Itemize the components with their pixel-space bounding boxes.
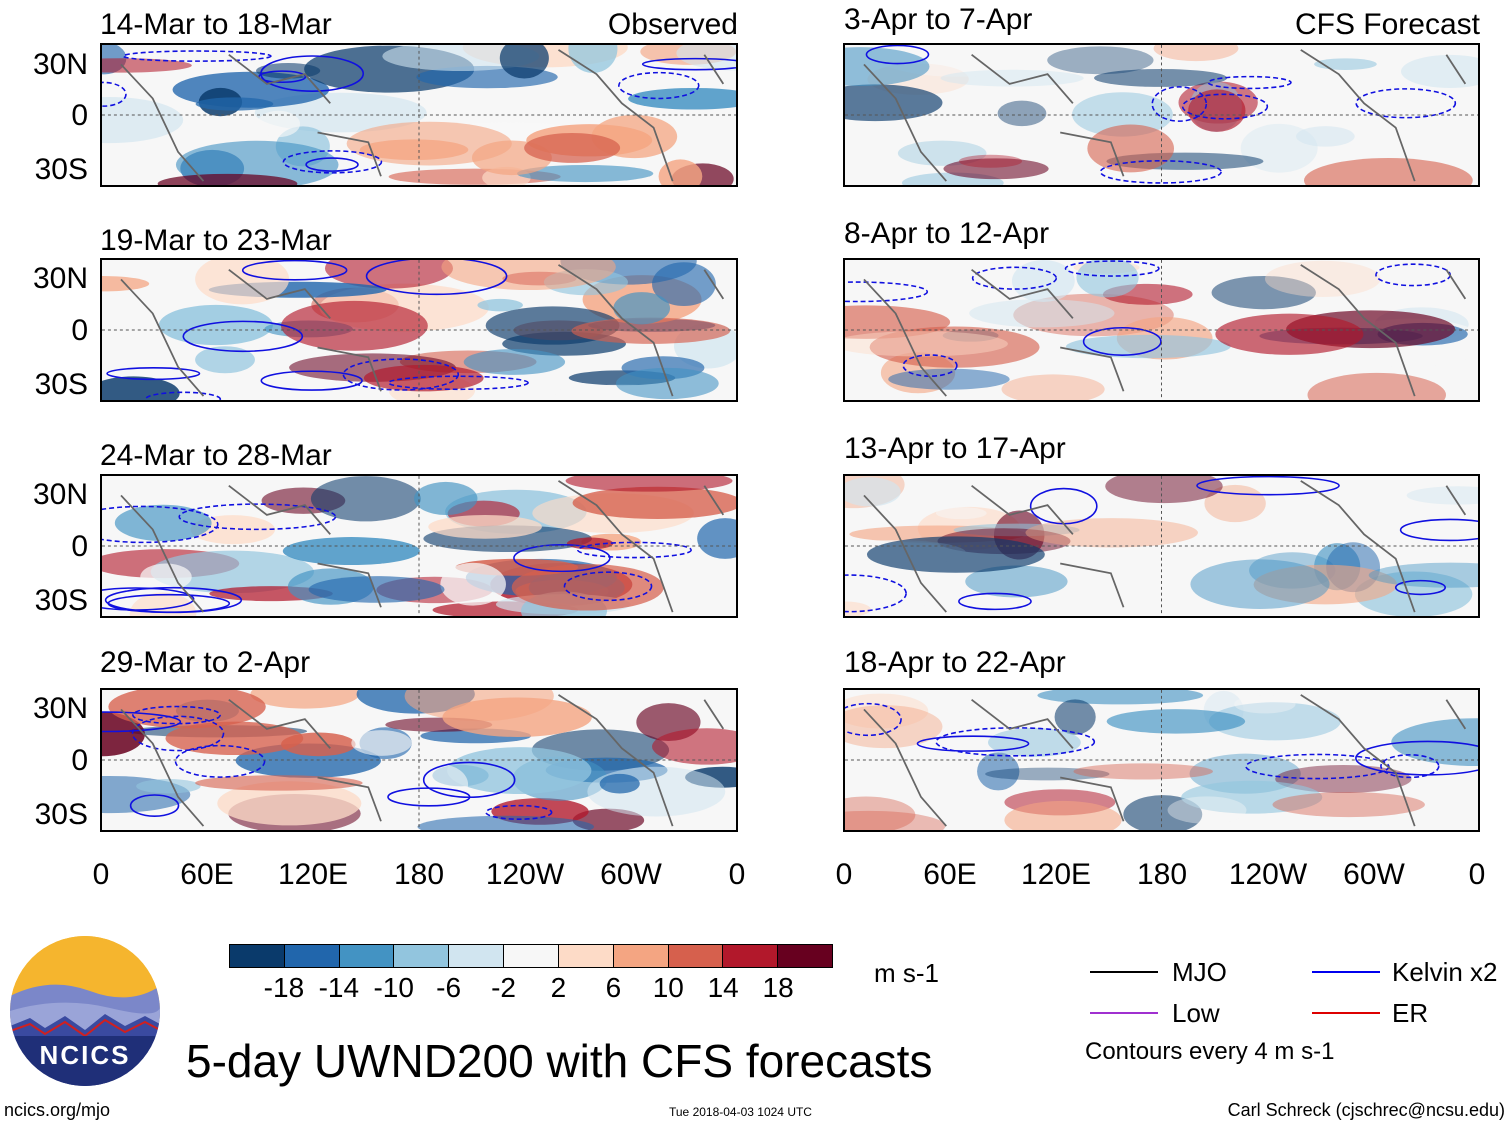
panel-title-obs-2: 19-Mar to 23-Mar [100,224,332,257]
forecast-label: CFS Forecast [1294,8,1480,41]
colorbar-swatch [558,945,614,967]
colorbar-swatch [723,945,779,967]
colorbar-label: -10 [373,972,414,1003]
lat-label-eq: 0 [71,744,88,777]
colorbar-label: -6 [436,972,462,1003]
panel-title-fc-4: 18-Apr to 22-Apr [844,646,1066,679]
map-panel-obs-3 [100,474,738,618]
legend-line-mjo [1090,971,1158,973]
colorbar [229,944,833,968]
lon-label: 120W [1228,858,1308,891]
map-panel-fc-4 [843,688,1480,832]
lat-label-eq: 0 [71,314,88,347]
lon-label: 180 [393,858,445,891]
colorbar-label: 10 [652,972,684,1003]
lon-label: 0 [1468,858,1486,891]
colorbar-label: 18 [762,972,794,1003]
lat-label-30n: 30N [32,48,88,81]
observed-label: Observed [607,8,738,41]
main-title: 5-day UWND200 with CFS forecasts [186,1035,933,1087]
lat-label-30n: 30N [32,692,88,725]
map-panel-fc-1 [843,43,1480,187]
logo-text: NCICS [39,1040,131,1070]
lon-label: 180 [1136,858,1188,891]
lon-label: 60E [923,858,977,891]
legend-label-mjo: MJO [1172,957,1227,987]
legend-line-kelvin [1312,971,1380,973]
lat-label-30s: 30S [34,368,88,401]
colorbar-swatch [668,945,724,967]
legend-label-kelvin: Kelvin x2 [1392,957,1498,987]
lon-label: 0 [728,858,746,891]
contour-note: Contours every 4 m s-1 [1085,1038,1335,1065]
panel-title-obs-1: 14-Mar to 18-Mar [100,8,332,41]
lat-label-eq: 0 [71,99,88,132]
panel-title-obs-4: 29-Mar to 2-Apr [100,646,311,679]
lon-label: 60W [1343,858,1405,891]
legend-label-er: ER [1392,998,1429,1028]
map-panel-obs-4 [100,688,738,832]
lat-label-30s: 30S [34,584,88,617]
legend-label-low: Low [1172,998,1220,1028]
ncics-logo: NCICS [10,936,160,1086]
colorbar-swatch [449,945,505,967]
legend-line-er [1312,1012,1380,1014]
colorbar-label: -18 [263,972,305,1003]
panel-title-obs-3: 24-Mar to 28-Mar [100,439,332,472]
footer-author: Carl Schreck (cjschrec@ncsu.edu) [1227,1100,1505,1120]
panel-title-fc-3: 13-Apr to 17-Apr [844,432,1066,465]
lon-label: 120E [1020,858,1092,891]
footer-timestamp: Tue 2018-04-03 1024 UTC [669,1105,812,1119]
legend-line-low [1090,1012,1158,1014]
colorbar-swatch [230,945,285,967]
map-panel-fc-3 [843,474,1480,618]
colorbar-label: 6 [605,972,622,1003]
colorbar-swatch [284,945,340,967]
colorbar-units: m s-1 [874,958,939,988]
map-panel-obs-2 [100,258,738,402]
footer-url: ncics.org/mjo [4,1100,111,1120]
lat-label-30s: 30S [34,153,88,186]
colorbar-swatch [394,945,450,967]
colorbar-swatch [339,945,395,967]
lon-label: 120E [277,858,349,891]
lon-label: 0 [835,858,853,891]
colorbar-swatch [613,945,669,967]
lon-label: 0 [92,858,110,891]
lat-label-30n: 30N [32,262,88,295]
panel-title-fc-1: 3-Apr to 7-Apr [844,3,1033,36]
map-panel-fc-2 [843,258,1480,402]
colorbar-swatch [504,945,559,967]
colorbar-swatch [778,945,832,967]
colorbar-label: 2 [550,972,567,1003]
colorbar-label: -14 [318,972,360,1003]
lon-label: 60E [180,858,234,891]
colorbar-label: -2 [491,972,516,1003]
lat-label-eq: 0 [71,530,88,563]
colorbar-label: 14 [707,972,739,1003]
panel-title-fc-2: 8-Apr to 12-Apr [844,217,1050,250]
lat-label-30n: 30N [32,478,88,511]
lon-label: 60W [600,858,662,891]
lon-label: 120W [485,858,565,891]
map-panel-obs-1 [100,43,738,187]
lat-label-30s: 30S [34,798,88,831]
